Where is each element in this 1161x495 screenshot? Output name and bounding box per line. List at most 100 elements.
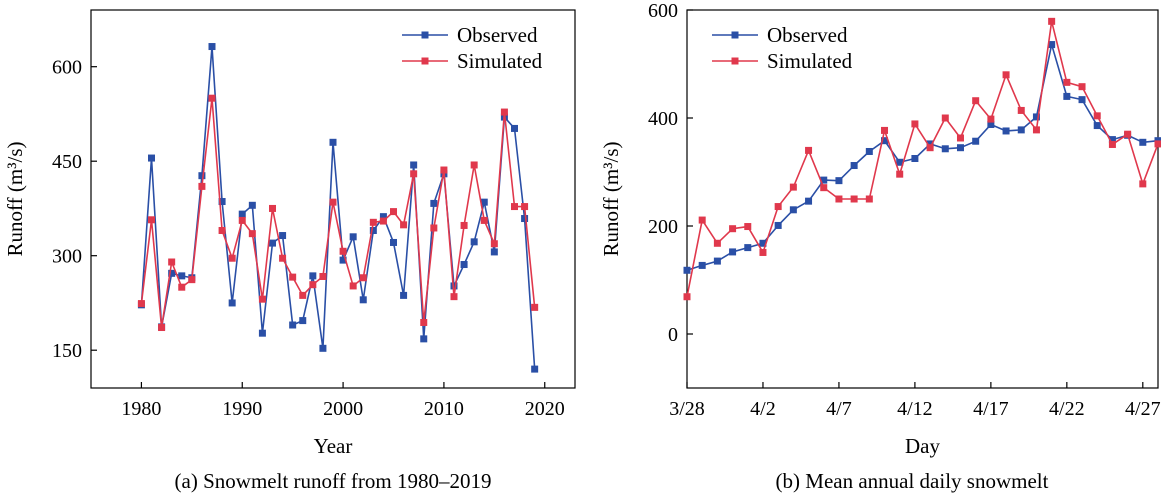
series-line-observed (686, 43, 1159, 272)
y-axis-label: Runoff (m³/s) (599, 142, 623, 257)
data-point-simulated (835, 195, 843, 203)
data-point-simulated (1093, 112, 1101, 120)
data-point-simulated (744, 223, 752, 231)
data-point-observed (289, 321, 297, 329)
series-line-simulated (686, 20, 1159, 297)
data-point-observed (1048, 41, 1056, 49)
data-point-observed (329, 138, 337, 146)
data-point-observed (470, 238, 478, 246)
y-tick-label: 0 (668, 324, 678, 346)
y-tick-label: 300 (52, 246, 82, 268)
data-point-simulated (158, 324, 166, 332)
legend-marker-simulated (421, 57, 429, 65)
data-point-observed (148, 154, 155, 162)
data-point-simulated (881, 126, 889, 134)
data-point-observed (339, 256, 347, 264)
data-point-simulated (188, 276, 196, 284)
data-point-observed (698, 261, 706, 269)
series-line-simulated (140, 97, 536, 329)
x-tick-label: 2020 (525, 398, 565, 420)
chart-caption: (a) Snowmelt runoff from 1980–2019 (175, 469, 492, 493)
y-tick-label: 450 (52, 151, 82, 173)
data-point-simulated (319, 272, 327, 280)
data-point-observed (379, 213, 387, 221)
data-point-simulated (521, 203, 529, 211)
x-axis-label: Day (905, 434, 940, 458)
legend-marker-observed (421, 31, 429, 39)
x-tick-label: 4/22 (1049, 398, 1085, 420)
chart-a-snowmelt-runoff: 1980 1990 2000 2010 2020 150 300 450 600 Year Runo… (3, 9, 576, 493)
data-point-simulated (440, 166, 448, 174)
x-tick-label: 4/2 (750, 398, 776, 420)
data-point-observed (218, 198, 226, 206)
y-tick-label: 150 (52, 340, 82, 362)
data-point-observed (911, 155, 919, 162)
data-point-simulated (1078, 83, 1086, 91)
y-tick-label: 400 (648, 108, 678, 130)
legend-marker-observed (731, 31, 739, 39)
data-point-observed (1108, 136, 1116, 144)
data-point-simulated (460, 221, 468, 229)
data-point-simulated (490, 240, 498, 248)
data-point-simulated (480, 216, 488, 224)
legend-label-observed: Observed (457, 23, 538, 47)
data-point-simulated (279, 254, 287, 262)
data-point-simulated (850, 195, 858, 203)
data-point-simulated (238, 216, 246, 224)
data-point-simulated (805, 146, 813, 154)
data-point-simulated (896, 170, 904, 178)
data-point-observed (820, 176, 828, 184)
data-point-observed (309, 272, 317, 280)
data-point-simulated (511, 203, 518, 211)
data-point-observed (390, 238, 397, 246)
data-point-simulated (410, 170, 418, 178)
plot-frame (90, 9, 576, 389)
data-point-simulated (1048, 17, 1056, 25)
data-point-simulated (713, 239, 721, 247)
data-point-observed (972, 137, 980, 145)
legend-label-simulated: Simulated (457, 49, 543, 73)
data-point-observed (1139, 138, 1147, 146)
data-point-observed (258, 329, 266, 337)
data-point-observed (248, 201, 256, 209)
data-point-observed (881, 137, 889, 145)
x-tick-label: 1980 (121, 398, 161, 420)
data-point-simulated (1154, 140, 1161, 148)
data-point-observed (238, 210, 246, 218)
data-point-observed (926, 140, 934, 148)
x-tick-label: 1990 (222, 398, 262, 420)
data-point-simulated (218, 227, 226, 234)
data-point-observed (269, 239, 276, 247)
data-point-simulated (789, 183, 797, 191)
data-point-simulated (1032, 126, 1040, 134)
data-point-observed (835, 177, 843, 185)
x-tick-label: 4/7 (826, 398, 852, 420)
data-point-observed (744, 244, 752, 252)
y-tick-label: 200 (648, 216, 678, 238)
x-tick-label: 4/17 (973, 398, 1009, 420)
data-point-observed (349, 233, 357, 241)
legend-label-observed: Observed (767, 23, 848, 47)
data-point-simulated (820, 184, 828, 192)
data-point-observed (410, 161, 418, 169)
data-point-simulated (774, 203, 782, 211)
data-point-observed (759, 239, 767, 247)
data-point-observed (359, 296, 367, 304)
data-point-observed (941, 145, 949, 153)
data-point-simulated (228, 254, 236, 262)
data-point-simulated (531, 303, 539, 311)
data-point-simulated (926, 144, 934, 152)
data-point-simulated (248, 230, 256, 238)
data-point-observed (168, 269, 176, 277)
data-point-simulated (137, 300, 145, 308)
data-point-observed (480, 198, 488, 206)
x-tick-label: 3/28 (669, 398, 705, 420)
data-point-observed (460, 261, 468, 269)
series-line-observed (140, 45, 536, 370)
x-tick-label: 2010 (424, 398, 464, 420)
data-point-simulated (339, 247, 347, 255)
data-point-simulated (1108, 140, 1116, 148)
data-point-simulated (1002, 71, 1010, 79)
data-point-simulated (390, 208, 397, 216)
data-point-observed (279, 232, 287, 240)
